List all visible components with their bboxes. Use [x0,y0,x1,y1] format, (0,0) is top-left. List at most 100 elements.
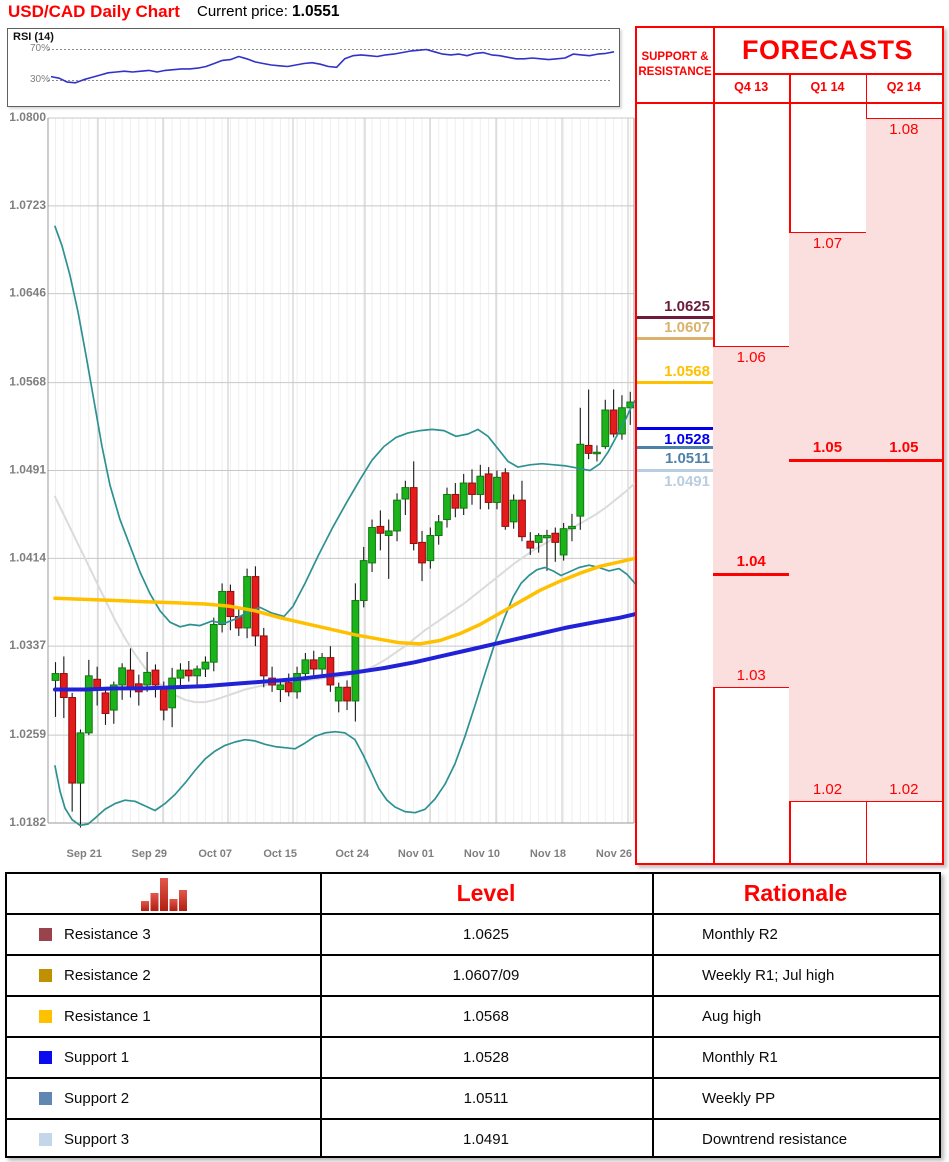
candle-body [551,532,560,543]
level-name: Resistance 2 [64,967,151,984]
bollinger-lower-band [54,564,636,827]
candle-body [568,525,576,530]
y-axis-tick-label: 1.0723 [9,198,46,212]
level-name: Support 3 [64,1131,130,1148]
candle [93,666,102,706]
table-row-resistance-3: Resistance 3 1.0625 Monthly R2 [7,915,939,954]
forecast-central-line [713,572,790,576]
candle-body [584,444,593,454]
candle [326,646,335,692]
sma-gray-line [54,482,636,704]
support-2-swatch [39,1092,52,1105]
rsi-upper-bound-label: 70% [29,43,50,54]
x-axis-tick-label: Oct 24 [335,848,370,860]
bar-chart-icon [140,878,187,911]
level-rationale: Downtrend resistance [702,1131,848,1148]
table-icon-cell [7,874,320,913]
candle [434,514,443,545]
candle-body [109,684,118,711]
candle [259,627,268,688]
support-resistance-forecasts-table: SUPPORT & RESISTANCE FORECASTS Q4 13 1.06… [635,26,944,865]
candle [343,680,351,711]
candle [618,395,626,440]
current-price: Current price: 1.0551 [197,3,339,21]
x-axis-tick-label: Oct 15 [263,848,297,860]
table-row-divider [7,1036,939,1038]
current-price-label: Current price: [197,3,288,20]
candle [584,389,593,460]
candle [451,483,460,518]
level-value: 1.0511 [463,1090,509,1107]
candle-body [609,409,618,435]
support-2-label: 1.0511 [664,450,710,468]
level-name: Resistance 1 [64,1008,151,1025]
x-axis-tick-label: Oct 07 [198,848,232,860]
candle-body [384,530,393,537]
level-name: Support 1 [64,1049,130,1066]
forecasts-title: FORECASTS [741,35,913,65]
table-column-divider [652,874,654,1156]
candle-body [459,482,468,509]
candle-body [526,540,535,549]
candle [84,659,93,736]
y-axis-tick-label: 1.0568 [9,375,46,389]
candle-body [418,541,426,564]
x-axis-tick-label: Nov 26 [596,848,632,860]
forecast-low-label: 1.02 [812,781,843,799]
level-rationale: Monthly R1 [702,1049,778,1066]
level-column-header: Level [456,880,516,906]
candle [559,522,568,561]
candle [384,519,393,579]
candle [176,663,185,688]
current-price-value: 1.0551 [292,3,340,20]
candle-body [451,493,460,509]
candle [409,461,418,551]
candle-body [68,697,77,784]
table-row-support-3: Support 3 1.0491 Downtrend resistance [7,1120,939,1159]
candle [493,470,501,510]
table-column-divider [320,874,322,1156]
table-divider [713,73,942,75]
level-rationale: Monthly R2 [702,926,778,943]
candle-body [601,409,610,448]
candle-body [393,499,401,532]
candle [476,464,485,510]
forecast-central-label: 1.05 [889,439,919,457]
candle-body [118,667,127,686]
level-value: 1.0568 [463,1008,509,1025]
resistance-2-label: 1.0607 [664,318,710,336]
level-rationale: Aug high [702,1008,762,1025]
table-row-support-1: Support 1 1.0528 Monthly R1 [7,1038,939,1077]
candle [393,493,401,542]
candle [118,663,127,700]
candle-body [543,535,551,539]
candle-body [243,576,251,629]
candle [551,527,560,562]
candle-body [318,657,326,670]
candle [143,651,152,692]
resistance-3-line [637,316,713,320]
candle-body [559,528,568,556]
candle-body [368,527,376,564]
candle [243,568,251,639]
candle-body [193,668,202,677]
resistance-1-line [637,381,713,385]
price-chart: 1.0800 1.0723 1.0646 1.0568 1.0491 1.0414 1.03… [9,110,637,860]
support-3-label: 1.0491 [664,473,710,490]
forecast-central-line [789,458,866,462]
candle-body [593,451,601,455]
candle [301,653,310,681]
candle-body [126,669,135,688]
forecast-low-label: 1.03 [736,667,766,685]
support-3-line [637,469,713,472]
candle [284,673,293,697]
candle [68,692,77,812]
candle [426,527,435,569]
table-row-divider [7,954,939,956]
rsi-indicator-label: RSI (14) [13,31,54,43]
forecast-central-label: 1.04 [736,553,766,571]
candle-body [501,472,510,527]
forecast-central-label: 1.05 [812,439,843,457]
candle-body [534,535,543,543]
table-row-resistance-1: Resistance 1 1.0568 Aug high [7,997,939,1036]
